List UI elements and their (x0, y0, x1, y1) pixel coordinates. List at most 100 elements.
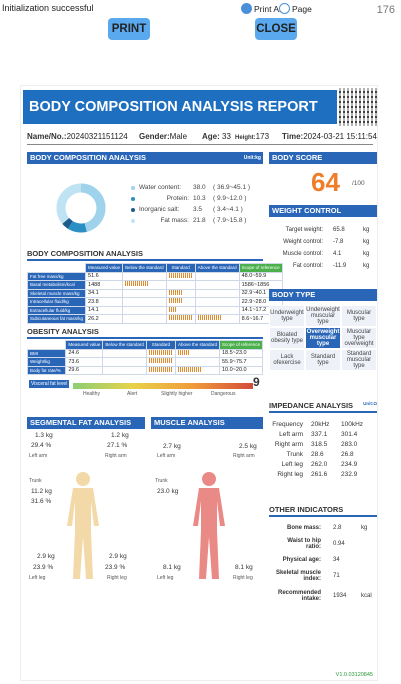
muscle-trunk: 23.0 (157, 488, 170, 495)
bca-table-title: BODY COMPOSITION ANALYSIS (27, 249, 263, 261)
muscle-trunk-label: Trunk (155, 478, 168, 484)
page-label: Page (292, 3, 312, 14)
radio-empty-icon (279, 3, 290, 14)
fat-range: ( 7.9~15.8 ) (213, 217, 247, 224)
table-row: BMI 24.6 18.5~23.0 (26, 348, 264, 358)
height-label: Height: (235, 135, 256, 141)
gender-label: Gender: (139, 132, 170, 141)
weight-control-list: Target weight: 65.8 kg Weight control: -7.8… (282, 227, 370, 269)
no-value: 20240321151124 (66, 132, 128, 141)
print-all-label: Print All (254, 3, 283, 14)
muscle-left-arm: 2.7 (163, 443, 173, 450)
water-label: Water content: (139, 184, 182, 191)
page-radio[interactable]: Page (279, 3, 312, 14)
water-range: ( 36.9~45.1 ) (213, 184, 251, 191)
body-type-selected: Overweight muscular type (305, 327, 341, 349)
table-row: Weight/kg 73.6 55.9~75.7 (26, 357, 264, 367)
muscle-title: MUSCLE ANALYSIS (151, 417, 263, 429)
unit-label: Unit:kg (243, 155, 261, 161)
body-score-max: /100 (352, 180, 365, 187)
muscle-right-leg: 8.1 (235, 564, 245, 571)
other-title: OTHER INDICATORS (269, 505, 377, 517)
muscle-right-leg-label: Right leg (233, 575, 253, 581)
obesity-table: Measured value Below the standard Standard… (26, 340, 264, 375)
scale-slightly: Slightly higher (161, 391, 193, 397)
salt-value: 3.5 (193, 206, 203, 213)
muscle-body-figure (193, 472, 225, 579)
fat-right-leg-kg: 2.9 (109, 553, 119, 560)
other-list: Bone mass: 2.8 kg Waist to hip ratio: 0.94 … (275, 525, 372, 602)
report-page: BODY COMPOSITION ANALYSIS REPORT Name/No… (20, 85, 378, 681)
scale-healthy: Healthy (83, 391, 100, 397)
fat-right-leg-pct: 23.9 (105, 564, 118, 571)
water-value: 38.0 (193, 184, 206, 191)
protein-value: 10.3 (193, 195, 206, 202)
table-row: Intracellular fluid/kg 23.8 22.9~28.0 (26, 297, 283, 307)
composition-donut (56, 183, 106, 233)
print-all-radio[interactable]: Print All (241, 3, 283, 14)
fat-left-leg-kg: 2.9 (37, 553, 47, 560)
table-row: Basal metabolism/kcal 1488 1586~1856 (26, 280, 283, 290)
protein-label: Protein: (166, 195, 189, 202)
fat-right-leg-label: Right leg (107, 575, 127, 581)
salt-range: ( 3.4~4.1 ) (213, 206, 243, 213)
visceral-value: 9 (253, 375, 260, 389)
muscle-right-arm: 2.5 (239, 443, 249, 450)
version-label: V1.0.03120845 (335, 672, 373, 678)
fat-left-arm-pct: 29.4 (31, 442, 44, 449)
fat-dot (131, 218, 135, 223)
time-label: Time: (282, 132, 304, 141)
muscle-right-arm-label: Right arm (233, 453, 255, 459)
patient-info: Name/No.:20240321151124 Gender:Male Age:… (27, 132, 377, 144)
impedance-table: Frequency 20kHz 100kHz Left arm 337.1 301.4 … (272, 420, 364, 478)
body-score-title: BODY SCORE (269, 152, 377, 164)
close-button[interactable]: CLOSE (255, 18, 297, 40)
fat-body-figure (67, 472, 99, 579)
seg-fat-title: SEGMENTAL FAT ANALYSIS (27, 417, 145, 429)
fat-right-arm-kg: 1.2 (111, 432, 121, 439)
salt-dot (131, 207, 135, 212)
muscle-left-arm-label: Left arm (157, 453, 176, 459)
protein-dot (131, 196, 135, 201)
no-label: Name/No.: (27, 132, 67, 141)
age-value: 33 (222, 132, 231, 141)
radio-selected-icon (241, 3, 252, 14)
table-row: Extracellular fluid/kg 14.1 14.1~17.2 (26, 305, 283, 315)
salt-label: Inorganic salt: (139, 206, 180, 213)
water-dot (131, 185, 135, 190)
bca-table: Measured value Below the standard Standard… (26, 263, 283, 324)
body-score-value: 64 (311, 167, 340, 197)
fat-trunk-kg: 11.2 (31, 488, 44, 495)
fat-left-leg-label: Left leg (29, 575, 46, 581)
muscle-left-leg: 8.1 (163, 564, 173, 571)
table-row: Skeletal muscle mass/kg 34.1 32.9~40.1 (26, 288, 283, 298)
impedance-title: IMPEDANCE ANALYSIS Unit:Ω (269, 401, 377, 413)
report-title: BODY COMPOSITION ANALYSIS REPORT (23, 90, 337, 124)
top-bar: Initialization successful Print All Page… (0, 0, 401, 16)
muscle-left-leg-label: Left leg (157, 575, 174, 581)
fat-left-leg-pct: 23.9 (33, 564, 46, 571)
age-label: Age: (202, 132, 220, 141)
print-button[interactable]: PRINT (108, 18, 150, 40)
weight-control-title: WEIGHT CONTROL (269, 205, 377, 217)
table-row: Fat free mass/kg 51.6 48.0~59.9 (26, 271, 283, 281)
donut-legend: Water content: 38.0 ( 36.9~45.1 ) Protein:… (131, 182, 250, 226)
scale-alert: Alert (127, 391, 138, 397)
page-number: 176 (376, 4, 395, 16)
table-row: Body fat rate/% 29.6 10.0~20.0 (26, 365, 264, 375)
fat-left-arm-kg: 1.3 (35, 432, 45, 439)
bca-title: BODY COMPOSITION ANALYSIS Unit:kg (27, 152, 263, 164)
visceral-bar (73, 383, 253, 389)
fat-value: 21.8 (193, 217, 206, 224)
gender-value: Male (169, 132, 188, 141)
fat-left-arm-label: Left arm (29, 453, 48, 459)
scale-dangerous: Dangerous (211, 391, 236, 397)
table-row: Subcutaneous fat mass/kg 26.2 8.6~16.7 (26, 314, 283, 324)
fat-right-arm-label: Right arm (105, 453, 127, 459)
protein-range: ( 9.9~12.0 ) (213, 195, 247, 202)
body-type-title: BODY TYPE (269, 289, 377, 301)
height-value: 173 (255, 132, 270, 141)
fat-trunk-pct: 31.6 (31, 498, 44, 505)
obesity-title: OBESITY ANALYSIS (27, 327, 263, 339)
fat-right-arm-pct: 27.1 (107, 442, 120, 449)
